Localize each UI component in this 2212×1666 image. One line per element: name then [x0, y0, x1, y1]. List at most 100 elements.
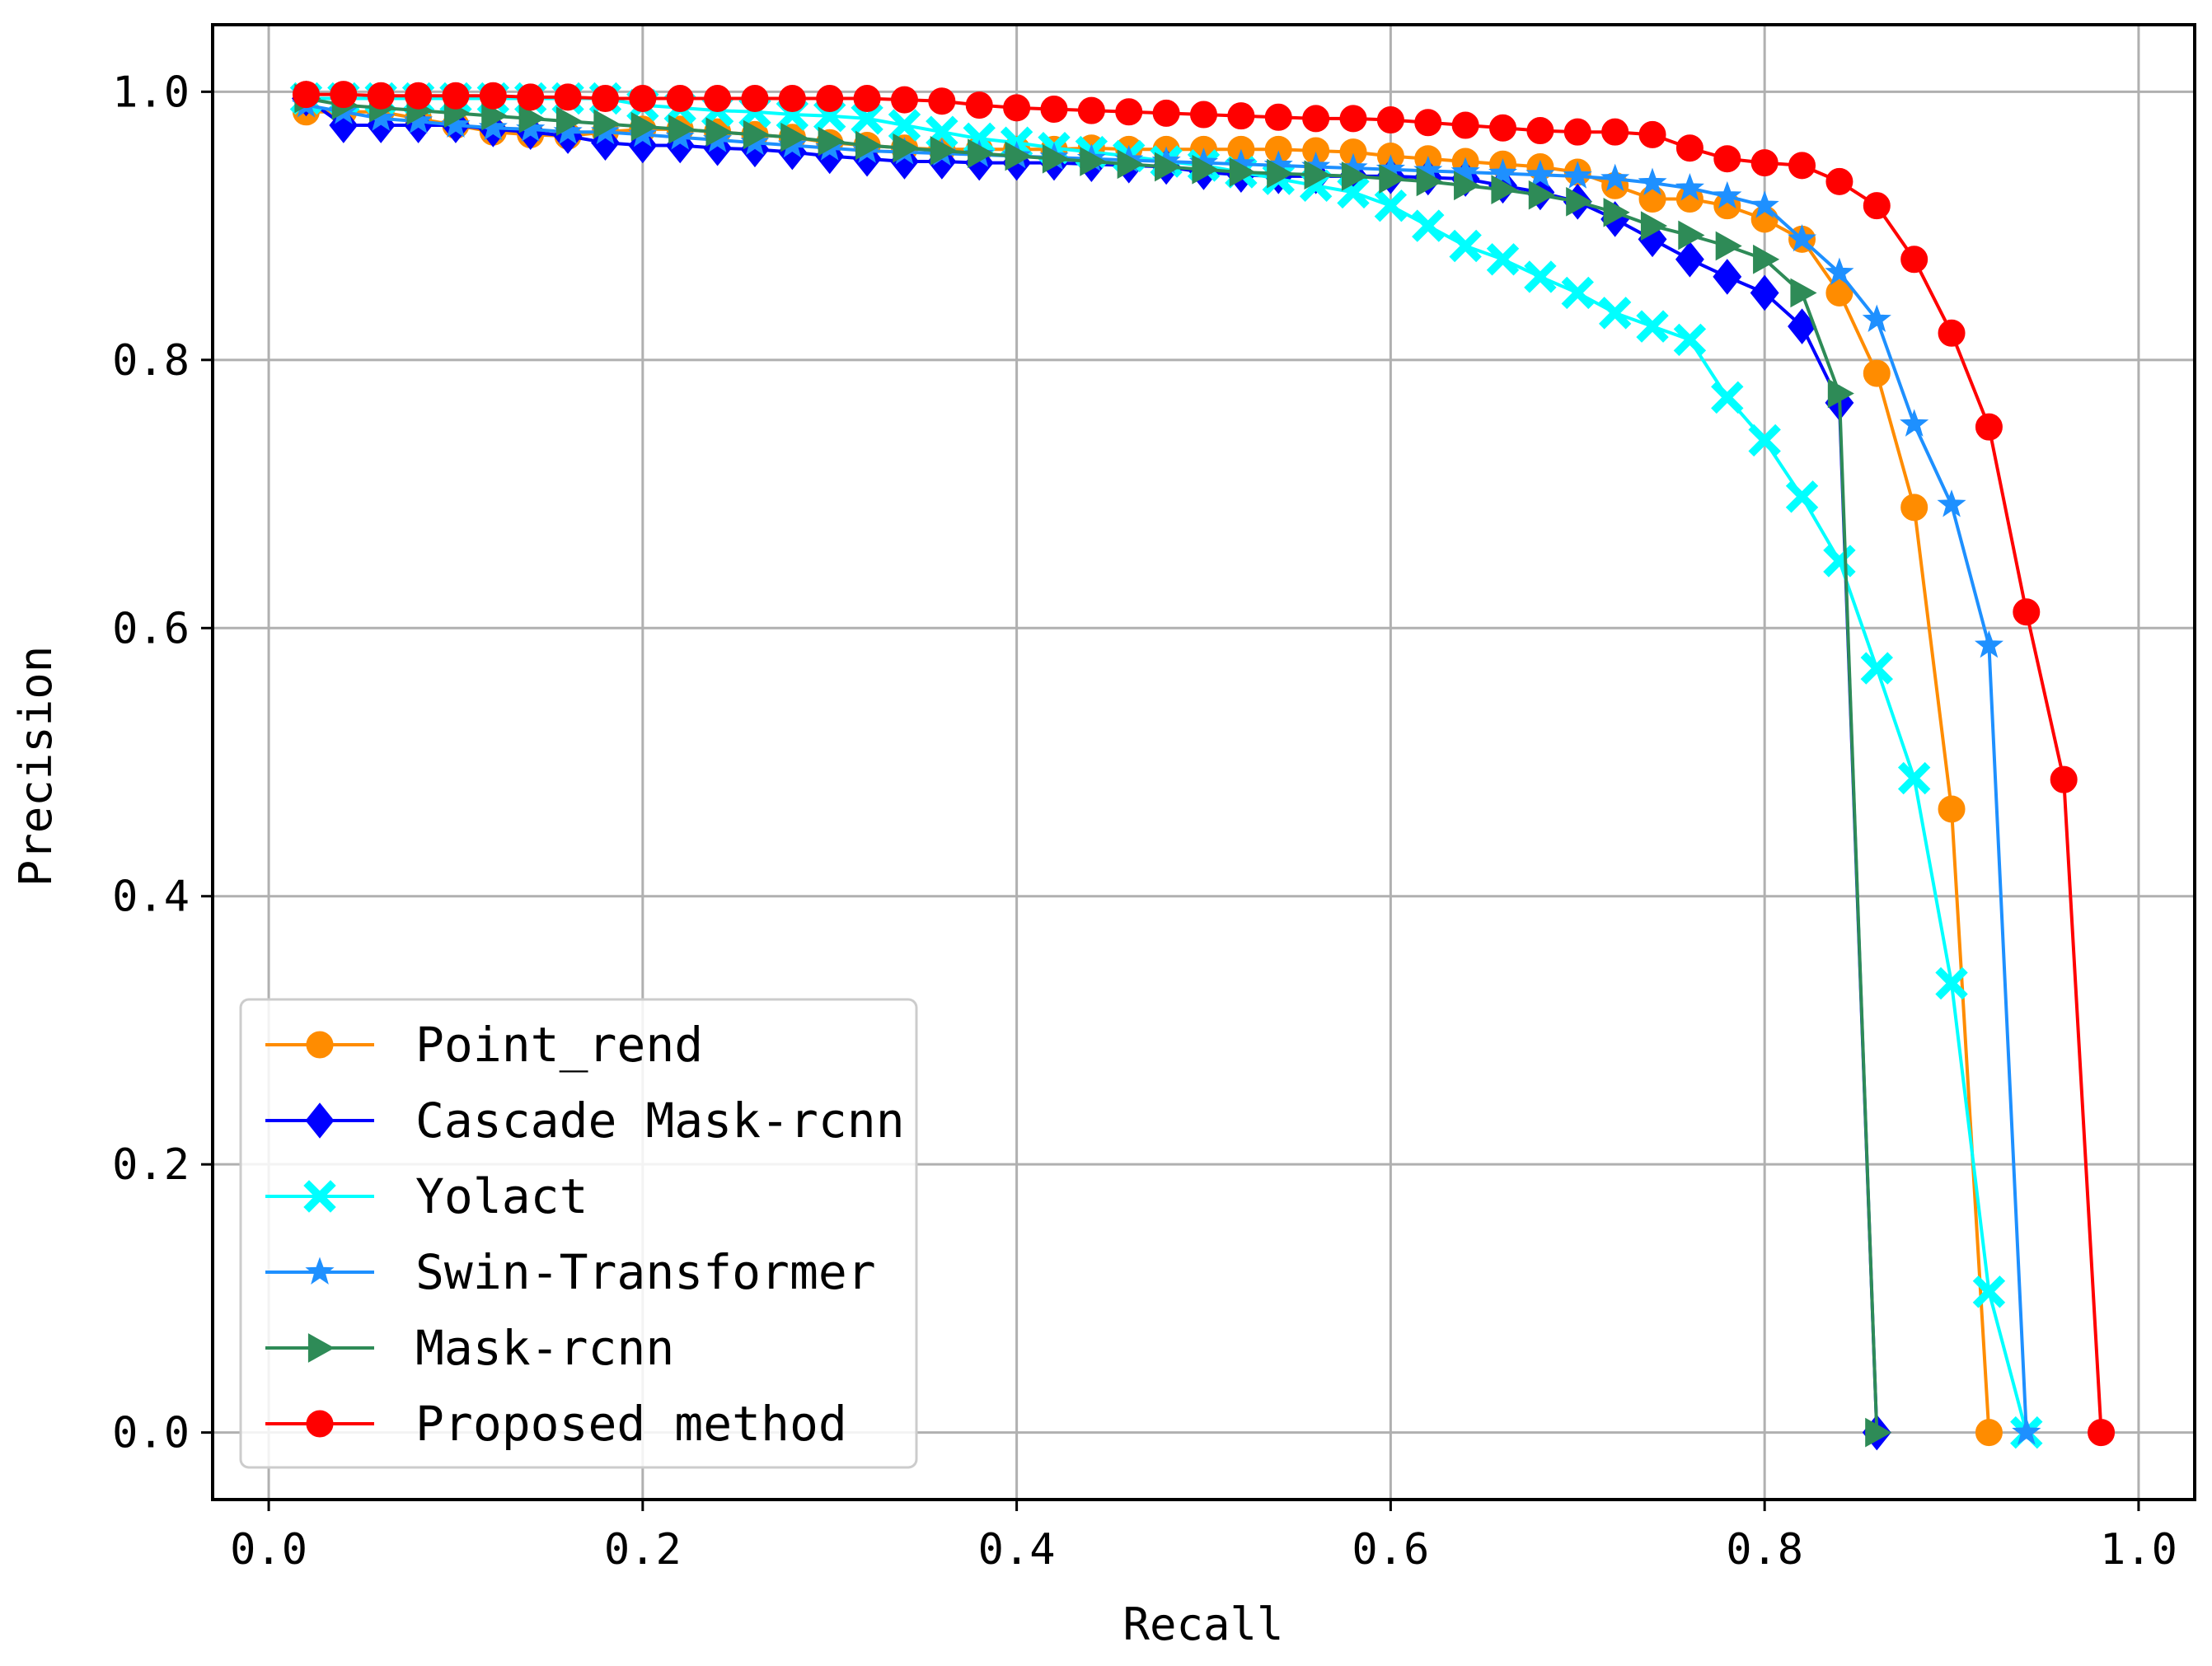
data-point-yolact: [888, 109, 921, 142]
data-point-mask-rcnn: [1416, 166, 1443, 197]
data-point-point-rend: [1638, 185, 1666, 213]
data-point-mask-rcnn: [1379, 164, 1406, 194]
data-point-proposed-method: [591, 85, 619, 112]
data-point-mask-rcnn: [1528, 180, 1555, 210]
x-tick-label: 0.8: [1726, 1525, 1803, 1575]
plot-frame: [211, 23, 2196, 1501]
data-point-yolact: [1561, 276, 1594, 310]
data-point-proposed-method: [1376, 106, 1404, 134]
y-tick-label: 0.0: [112, 1409, 190, 1458]
data-point-proposed-method: [1190, 101, 1217, 129]
data-point-mask-rcnn: [780, 122, 808, 152]
data-point-yolact: [1935, 966, 1968, 1000]
data-point-mask-rcnn: [1080, 147, 1107, 176]
data-point-proposed-method: [330, 81, 358, 109]
legend-marker: [303, 1180, 336, 1213]
data-point-proposed-method: [1750, 149, 1779, 177]
data-point-swin-transformer: [1825, 257, 1854, 285]
data-point-cascade-mask-rcnn: [1788, 308, 1816, 344]
data-point-cascade-mask-rcnn: [1713, 259, 1742, 295]
data-point-mask-rcnn: [743, 119, 771, 150]
data-point-swin-transformer: [1788, 223, 1817, 252]
data-point-proposed-method: [816, 85, 844, 112]
legend-marker: [305, 1102, 335, 1139]
data-point-proposed-method: [1825, 167, 1853, 195]
data-point-point-rend: [1863, 359, 1891, 387]
data-point-proposed-method: [2013, 598, 2041, 626]
data-point-proposed-method: [1077, 96, 1105, 124]
data-point-mask-rcnn: [1454, 171, 1481, 201]
data-point-point-rend: [1938, 795, 1966, 823]
data-point-swin-transformer: [1600, 163, 1630, 192]
legend-marker: [306, 1410, 334, 1438]
data-point-proposed-method: [405, 82, 433, 110]
data-point-cascade-mask-rcnn: [1675, 241, 1704, 278]
data-point-proposed-method: [1227, 102, 1255, 130]
y-tick-label: 0.2: [112, 1140, 190, 1190]
data-point-proposed-method: [1302, 105, 1330, 133]
legend-label: Cascade Mask-rcnn: [415, 1093, 905, 1149]
data-point-proposed-method: [1900, 246, 1928, 274]
data-point-proposed-method: [2088, 1419, 2116, 1447]
data-point-mask-rcnn: [1865, 1417, 1892, 1448]
data-point-mask-rcnn: [1304, 160, 1331, 190]
data-point-yolact: [1673, 323, 1707, 357]
data-point-mask-rcnn: [968, 138, 995, 169]
data-point-proposed-method: [890, 86, 918, 114]
data-point-point-rend: [1825, 278, 1853, 307]
data-point-mask-rcnn: [855, 130, 883, 161]
data-point-swin-transformer: [1525, 159, 1555, 188]
data-point-proposed-method: [1414, 109, 1442, 137]
data-point-mask-rcnn: [705, 117, 733, 147]
data-point-yolact: [1711, 381, 1744, 414]
data-point-proposed-method: [741, 85, 769, 112]
x-tick-label: 0.0: [230, 1525, 307, 1575]
data-point-proposed-method: [1451, 111, 1479, 139]
data-point-yolact: [1972, 1275, 2006, 1308]
data-point-proposed-method: [1526, 117, 1554, 145]
legend-box: [239, 998, 918, 1469]
data-point-proposed-method: [1788, 152, 1816, 180]
data-point-proposed-method: [666, 85, 694, 112]
data-point-proposed-method: [1003, 94, 1031, 122]
data-point-proposed-method: [1863, 192, 1891, 220]
data-point-yolact: [1785, 480, 1819, 513]
data-point-mask-rcnn: [1117, 149, 1144, 180]
data-point-yolact: [1374, 189, 1408, 222]
data-point-mask-rcnn: [1790, 278, 1817, 308]
data-point-yolact: [1412, 209, 1445, 242]
data-point-proposed-method: [1152, 99, 1180, 127]
data-point-yolact: [1449, 229, 1482, 263]
data-point-mask-rcnn: [818, 126, 845, 157]
x-tick-label: 0.4: [978, 1525, 1056, 1575]
data-point-mask-rcnn: [518, 104, 546, 133]
data-point-proposed-method: [554, 83, 582, 111]
data-point-yolact: [1823, 545, 1856, 578]
data-point-proposed-method: [1601, 118, 1629, 146]
x-axis-label: Recall: [1122, 1598, 1283, 1650]
legend-marker: [306, 1031, 334, 1059]
legend-label: Yolact: [415, 1168, 588, 1224]
data-point-proposed-method: [1638, 120, 1666, 148]
data-point-swin-transformer: [1563, 161, 1592, 189]
y-tick-label: 0.4: [112, 873, 190, 922]
legend-item-proposed-method: Proposed method: [265, 1396, 847, 1452]
legend-label: Mask-rcnn: [415, 1320, 674, 1376]
legend-label: Point_rend: [415, 1017, 703, 1073]
data-point-mask-rcnn: [1491, 175, 1518, 205]
data-point-mask-rcnn: [593, 109, 621, 139]
legend-item-point-rend: Point_rend: [265, 1017, 703, 1073]
axis-ticks: 0.0 0.2 0.4 0.6 0.8 1.0 0.0 0.2 0.4 0.6 0.8 1.0: [112, 68, 2177, 1575]
data-point-yolact: [1860, 652, 1893, 685]
data-point-swin-transformer: [1937, 489, 1966, 517]
data-point-mask-rcnn: [930, 136, 957, 166]
legend: Point_rend Cascade Mask-rcnn Yolact Swin-Tr…: [239, 998, 918, 1469]
data-point-mask-rcnn: [1603, 197, 1630, 227]
data-point-mask-rcnn: [1753, 244, 1780, 274]
x-tick-label: 1.0: [2100, 1525, 2177, 1575]
data-point-proposed-method: [1264, 103, 1292, 131]
data-point-mask-rcnn: [1229, 157, 1256, 187]
data-point-proposed-method: [517, 83, 545, 111]
data-point-swin-transformer: [1675, 173, 1704, 201]
data-point-proposed-method: [1339, 105, 1367, 133]
